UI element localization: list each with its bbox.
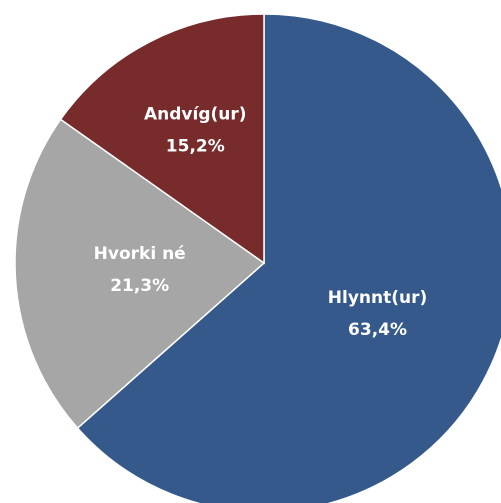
pie-slice <box>14 118 266 430</box>
slice-value-label: 21,3% <box>110 276 169 296</box>
pie-slice <box>76 13 501 503</box>
slice-value-label: 63,4% <box>348 320 407 340</box>
slice-category-label: Andvíg(ur) <box>144 104 247 124</box>
slice-value-label: 15,2% <box>166 136 225 156</box>
slice-category-label: Hvorki né <box>94 244 186 264</box>
pie-slice <box>59 13 265 265</box>
slice-category-label: Hlynnt(ur) <box>328 288 428 308</box>
